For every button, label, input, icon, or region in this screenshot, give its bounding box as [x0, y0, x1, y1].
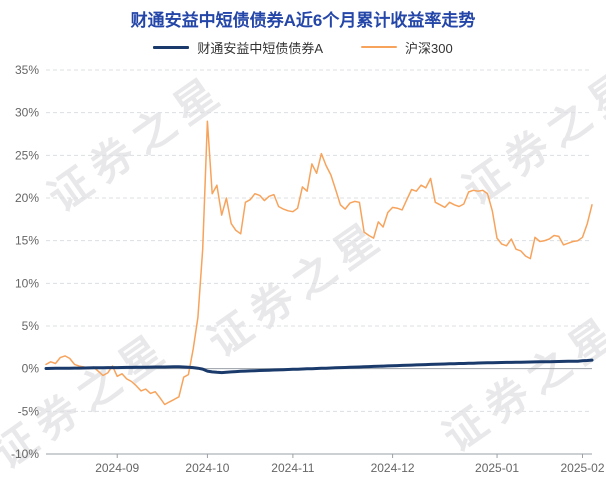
legend-label-fund: 财通安益中短债债券A: [197, 40, 323, 56]
legend-item-fund[interactable]: 财通安益中短债债券A: [153, 38, 323, 57]
watermark-text: 证券之星: [435, 305, 606, 461]
x-axis-label: 2024-10: [185, 461, 229, 475]
fund-line-swatch: [153, 45, 190, 49]
legend-item-csi300[interactable]: 沪深300: [360, 38, 453, 57]
y-axis-label: 15%: [15, 234, 39, 248]
legend-label-csi300: 沪深300: [404, 40, 453, 56]
chart-area: 证券之星 证券之星 证券之星 证券之星 证券之星 -10% -5% 0% 5% 10% 15% 20%…: [0, 60, 606, 492]
series-line-csi300: [45, 120, 593, 406]
y-axis-label: 0%: [22, 362, 40, 376]
x-axis-label: 2025-01: [475, 461, 519, 475]
y-axis-label: 20%: [15, 191, 39, 205]
y-axis-label: 30%: [15, 106, 39, 120]
y-axis-label: -5%: [18, 404, 40, 418]
y-axis-label: 25%: [15, 148, 39, 162]
x-axis-label: 2025-02: [560, 461, 604, 475]
csi300-line-swatch: [360, 46, 397, 48]
legend: 财通安益中短债债券A 沪深300: [0, 34, 606, 60]
y-axis-label: -10%: [11, 447, 39, 461]
y-axis-label: 35%: [15, 63, 39, 77]
page-title: 财通安益中短债债券A近6个月累计收益率走势: [130, 11, 476, 30]
series-line-fund: [44, 358, 594, 375]
y-axis-label: 5%: [22, 319, 40, 333]
y-axis-label: 10%: [15, 276, 39, 290]
watermark-text: 证券之星: [200, 210, 394, 366]
x-axis-label: 2024-09: [95, 461, 139, 475]
x-axis-label: 2024-12: [371, 461, 415, 475]
x-axis-label: 2024-11: [271, 461, 314, 475]
